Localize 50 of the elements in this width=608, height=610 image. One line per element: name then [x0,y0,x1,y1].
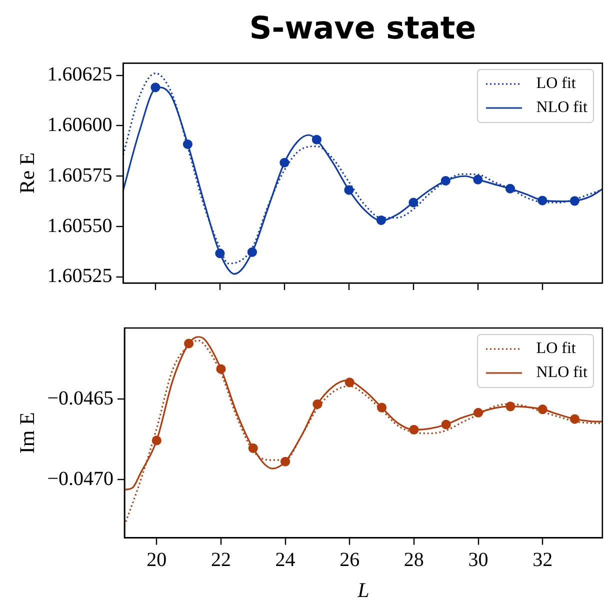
point [408,198,418,208]
chart-title: S-wave state [249,10,476,47]
point [150,82,160,92]
point [216,364,226,374]
y-tick-label: 1.60600 [47,114,112,136]
x-tick-label: 20 [146,549,167,572]
x-tick-label: 24 [275,549,296,572]
point [248,443,258,454]
point [376,402,387,412]
point [247,247,257,257]
point [280,456,290,466]
point [441,420,451,430]
point [473,408,484,418]
x-tick-label: 26 [340,549,360,572]
legend-label: NLO fit [536,99,588,118]
point [473,174,483,184]
y-tick-label: 1.60525 [47,265,112,288]
point [312,399,322,409]
y-tick-label: 1.60625 [47,64,112,86]
point [570,196,580,206]
point [538,404,548,414]
x-tick-label: 32 [532,549,553,572]
point [344,185,354,195]
point [409,424,419,434]
legend-label: NLO fit [536,364,588,382]
point [280,158,290,168]
y-axis-title: Im E [15,412,40,454]
x-tick-label: 22 [210,549,231,572]
y-tick-label: −0.0465 [47,387,114,410]
point [182,139,192,150]
point [440,176,450,186]
point [376,215,386,226]
point [505,184,515,194]
point [184,338,194,348]
point [215,248,225,258]
legend-label: LO fit [536,340,576,358]
point [506,402,516,412]
legend-label: LO fit [536,75,576,94]
x-axis-title: L [356,578,370,602]
point [570,414,580,424]
point [344,378,354,388]
x-tick-label: 30 [468,549,488,572]
x-tick-label: 28 [404,549,424,572]
point [152,436,162,446]
y-tick-label: 1.60575 [47,164,112,186]
y-tick-label: 1.60550 [47,214,112,237]
point [538,196,548,206]
y-axis-title: Re E [15,152,40,194]
point [312,134,322,144]
y-tick-label: −0.0470 [47,468,114,490]
